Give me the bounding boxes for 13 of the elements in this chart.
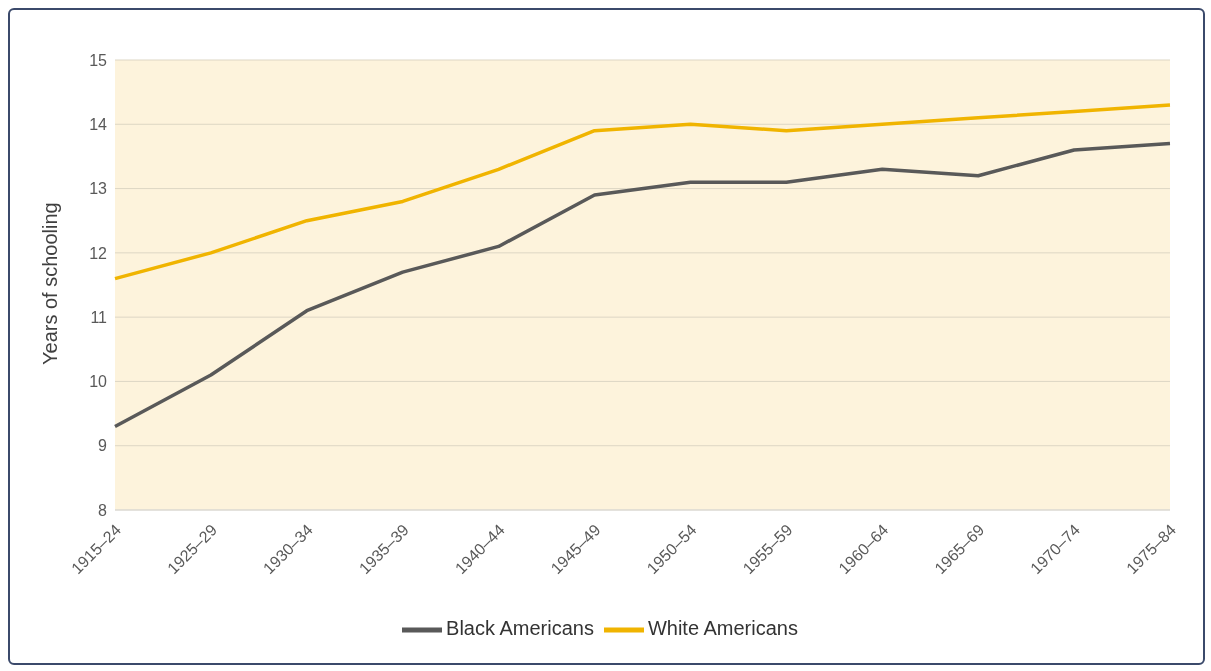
y-tick-label: 10 (89, 373, 108, 391)
y-tick-label: 13 (89, 180, 108, 198)
legend-label: White Americans (647, 617, 798, 640)
y-tick-label: 9 (98, 437, 108, 455)
y-tick-label: 14 (89, 115, 108, 133)
y-tick-label: 15 (89, 51, 108, 69)
line-series (113, 141, 1172, 429)
y-tick-label: 11 (90, 308, 108, 326)
y-tick-label: 8 (98, 501, 108, 519)
line-series (113, 103, 1172, 281)
y-axis-title: Years of schooling (39, 202, 62, 365)
legend-label: Black Americans (446, 617, 594, 640)
y-tick-label: 12 (89, 244, 108, 262)
